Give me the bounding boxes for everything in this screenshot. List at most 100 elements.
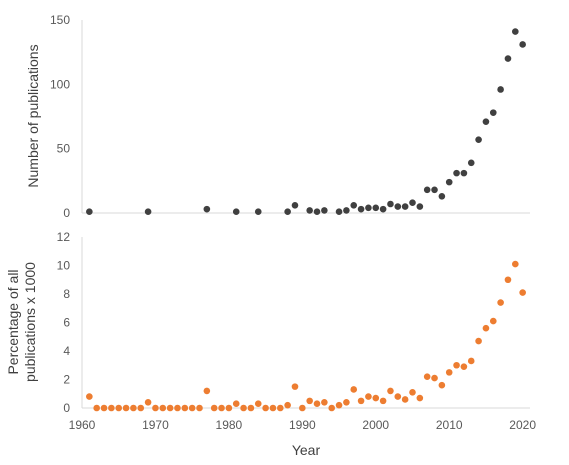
data-point-percentage [372, 394, 380, 402]
data-point-count [335, 208, 343, 216]
y-tick-label: 10 [57, 259, 71, 273]
data-point-percentage [159, 404, 167, 412]
data-point-percentage [247, 404, 255, 412]
data-point-percentage [254, 400, 262, 408]
data-point-percentage [188, 404, 196, 412]
data-point-percentage [482, 324, 490, 332]
data-point-count [489, 109, 497, 116]
x-tick-label: 2000 [362, 418, 389, 432]
y-tick-label: 4 [63, 344, 70, 358]
data-point-percentage [460, 363, 468, 370]
data-point-count [313, 208, 321, 216]
x-tick-label: 1990 [289, 418, 316, 432]
data-point-percentage [467, 357, 475, 365]
data-point-percentage [291, 383, 299, 390]
y-axis-title-2: Percentage of allpublications x 1000 [5, 262, 38, 382]
data-point-count [86, 208, 93, 216]
y-tick-label: 100 [50, 77, 70, 91]
data-point-percentage [445, 369, 453, 376]
data-point-percentage [276, 404, 284, 412]
data-point-count [203, 205, 211, 213]
data-point-percentage [504, 276, 512, 284]
data-point-percentage [313, 400, 321, 408]
data-point-count [343, 207, 350, 214]
data-point-percentage [431, 374, 438, 382]
data-point-percentage [335, 401, 343, 409]
data-point-count [401, 203, 409, 210]
data-point-percentage [93, 404, 100, 412]
data-point-percentage [203, 387, 211, 395]
data-point-count [475, 136, 482, 143]
data-point-percentage [240, 404, 247, 412]
data-point-percentage [379, 397, 387, 405]
data-point-percentage [174, 404, 181, 412]
x-tick-label: 1960 [69, 418, 96, 432]
data-point-percentage [100, 404, 108, 412]
data-point-count [254, 208, 262, 216]
data-point-count [453, 169, 460, 177]
data-point-percentage [122, 404, 130, 412]
data-point-percentage [512, 260, 519, 268]
data-point-count [321, 207, 328, 214]
y-tick-label: 50 [57, 142, 71, 156]
y-tick-label: 6 [63, 316, 70, 330]
data-point-count [357, 205, 365, 213]
data-point-percentage [519, 289, 526, 296]
x-axis-title: Year [292, 442, 321, 458]
data-point-percentage [284, 401, 291, 409]
data-point-count [438, 192, 446, 200]
data-point-count [232, 208, 240, 216]
data-point-percentage [218, 404, 225, 412]
data-point-count [409, 199, 416, 207]
y-axis-title-1: Number of publications [25, 44, 41, 187]
data-point-percentage [497, 299, 504, 306]
y-tick-label: 0 [63, 206, 70, 220]
data-point-percentage [166, 404, 174, 412]
data-point-percentage [86, 393, 93, 400]
data-point-count [519, 41, 526, 48]
data-point-percentage [181, 404, 189, 412]
data-point-count [431, 186, 438, 194]
data-point-count [144, 208, 152, 216]
data-point-count [291, 201, 299, 209]
y-tick-label: 0 [63, 401, 70, 415]
y-tick-label: 2 [63, 373, 70, 387]
data-point-percentage [453, 361, 460, 369]
data-point-percentage [262, 404, 269, 412]
y-tick-label: 12 [57, 230, 71, 244]
data-point-percentage [269, 404, 277, 412]
y-axis-title-line: publications x 1000 [22, 262, 38, 382]
data-point-percentage [328, 404, 336, 412]
data-point-percentage [299, 404, 306, 412]
y-tick-label: 150 [50, 13, 70, 27]
data-point-percentage [196, 404, 203, 412]
data-point-count [504, 55, 512, 62]
data-point-percentage [365, 393, 372, 400]
data-point-count [482, 118, 490, 125]
data-point-count [350, 201, 358, 209]
data-point-percentage [130, 404, 137, 412]
data-point-percentage [489, 317, 497, 325]
data-point-percentage [350, 386, 358, 393]
data-point-count [512, 28, 519, 35]
data-point-percentage [423, 373, 431, 380]
data-point-count [284, 208, 291, 216]
data-point-count [394, 203, 402, 210]
data-point-percentage [401, 396, 409, 403]
data-point-count [467, 159, 475, 167]
data-point-count [306, 207, 313, 214]
data-point-percentage [108, 404, 115, 412]
data-point-percentage [137, 404, 145, 412]
data-point-count [379, 205, 387, 213]
data-point-percentage [306, 397, 313, 405]
data-point-count [460, 169, 468, 177]
x-tick-label: 1980 [216, 418, 243, 432]
data-point-percentage [394, 393, 402, 400]
data-point-percentage [343, 399, 350, 406]
x-tick-label: 2020 [509, 418, 536, 432]
data-point-percentage [152, 404, 159, 412]
data-point-percentage [321, 399, 328, 406]
data-point-percentage [225, 404, 233, 412]
data-point-percentage [232, 400, 240, 408]
